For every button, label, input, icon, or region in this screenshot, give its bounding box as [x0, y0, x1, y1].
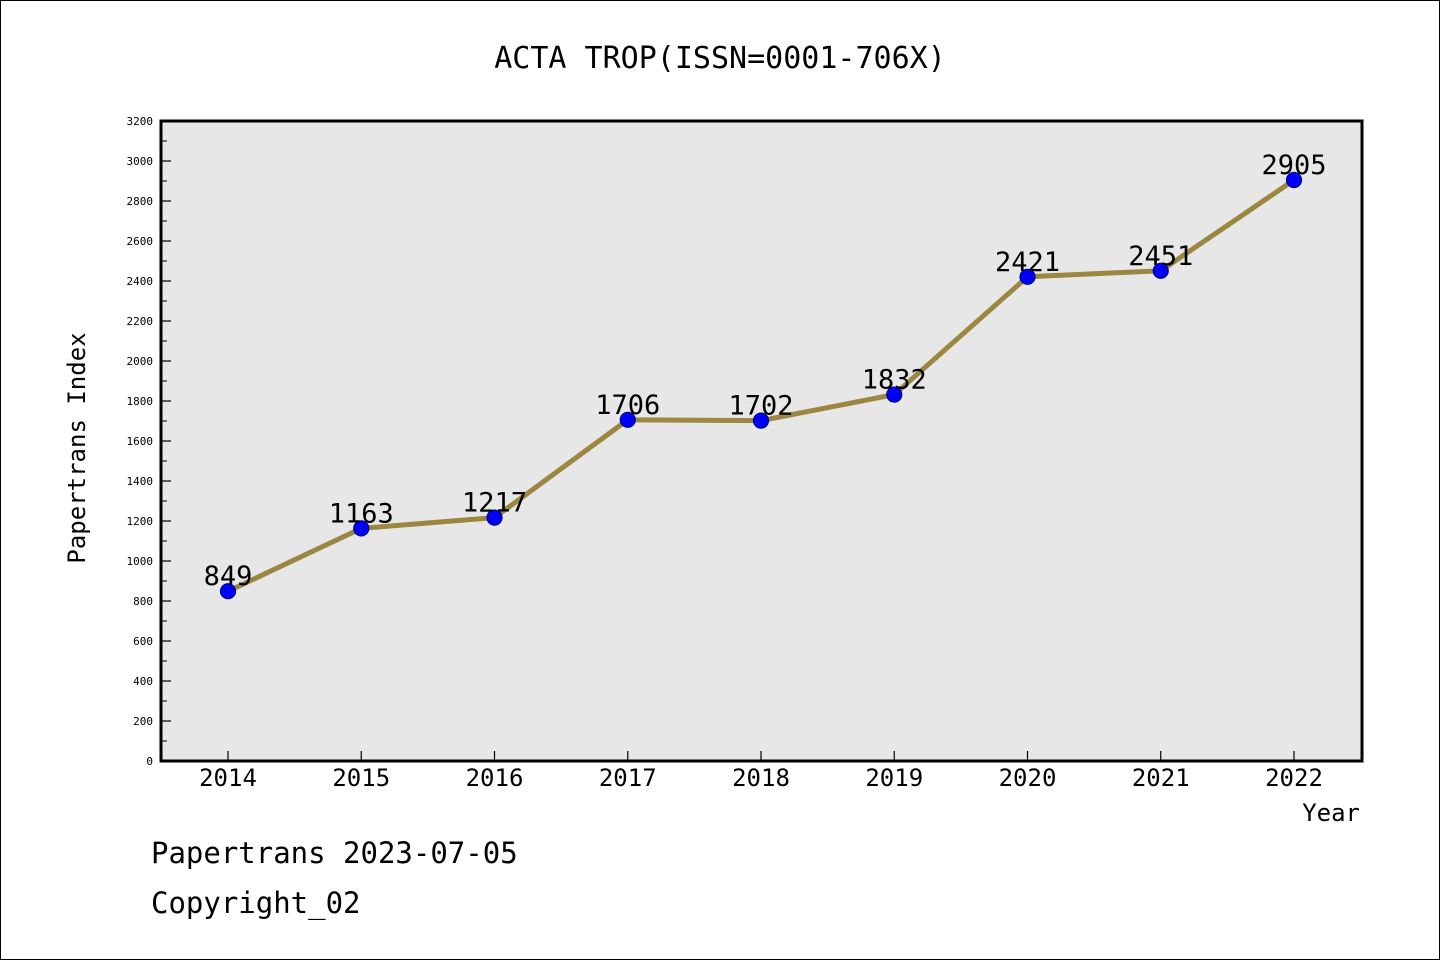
y-tick-label: 1200 [127, 515, 154, 528]
series-points-group [219, 171, 1303, 600]
data-labels-group: 849 1163 1217 1706 1702 1832 2421 2451 2905 [204, 150, 1327, 592]
data-point [1019, 268, 1036, 285]
y-tick-label: 2600 [127, 235, 154, 248]
data-label: 849 [204, 561, 253, 592]
x-tick-label: 2016 [466, 764, 524, 792]
y-tick-label: 3200 [127, 115, 154, 128]
x-axis-label: Year [1302, 799, 1360, 827]
data-label: 1832 [862, 365, 927, 396]
y-tick-label: 3000 [127, 155, 154, 168]
x-axis: 2014 2015 2016 2017 2018 2019 2020 2021 2022 [199, 751, 1323, 792]
y-tick-label: 600 [133, 635, 153, 648]
data-label: 2905 [1261, 150, 1326, 181]
x-tick-label: 2017 [599, 764, 657, 792]
y-tick-label: 1800 [127, 395, 154, 408]
data-label: 2451 [1128, 241, 1193, 272]
data-point [486, 509, 503, 526]
footer-copyright: Copyright_02 [151, 886, 361, 920]
y-axis: 0 200 400 600 800 1000 1200 1400 1600 1800 2000 220… [127, 115, 171, 768]
y-tick-label: 2800 [127, 195, 154, 208]
x-tick-label: 2014 [199, 764, 257, 792]
data-label: 1163 [329, 498, 394, 529]
x-tick-label: 2022 [1265, 764, 1323, 792]
y-tick-label: 2000 [127, 355, 154, 368]
data-label: 2421 [995, 247, 1060, 278]
plot-area [159, 119, 1364, 763]
y-tick-label: 2200 [127, 315, 154, 328]
data-point [886, 386, 903, 403]
y-tick-label: 1000 [127, 555, 154, 568]
x-tick-label: 2020 [999, 764, 1057, 792]
y-axis-label: Papertrans Index [63, 332, 91, 563]
data-point [619, 411, 636, 428]
x-tick-label: 2018 [732, 764, 790, 792]
data-point [1285, 171, 1303, 189]
y-tick-label: 0 [146, 755, 153, 768]
x-tick-label: 2019 [865, 764, 923, 792]
y-tick-label: 1400 [127, 475, 154, 488]
x-tick-label: 2021 [1132, 764, 1190, 792]
y-tick-label: 400 [133, 675, 153, 688]
data-point [353, 520, 370, 537]
y-tick-label: 800 [133, 595, 153, 608]
data-label: 1217 [462, 488, 527, 519]
data-label: 1706 [595, 390, 660, 421]
x-tick-label: 2015 [332, 764, 390, 792]
y-tick-label: 1600 [127, 435, 154, 448]
data-point [219, 583, 237, 600]
chart-title: ACTA TROP(ISSN=0001-706X) [494, 41, 946, 76]
data-point [752, 412, 770, 429]
data-label: 1702 [728, 391, 793, 422]
y-tick-label: 200 [133, 715, 153, 728]
data-point [1152, 262, 1169, 279]
footer-stamp: Papertrans 2023-07-05 [151, 836, 518, 870]
y-tick-label: 2400 [127, 275, 154, 288]
